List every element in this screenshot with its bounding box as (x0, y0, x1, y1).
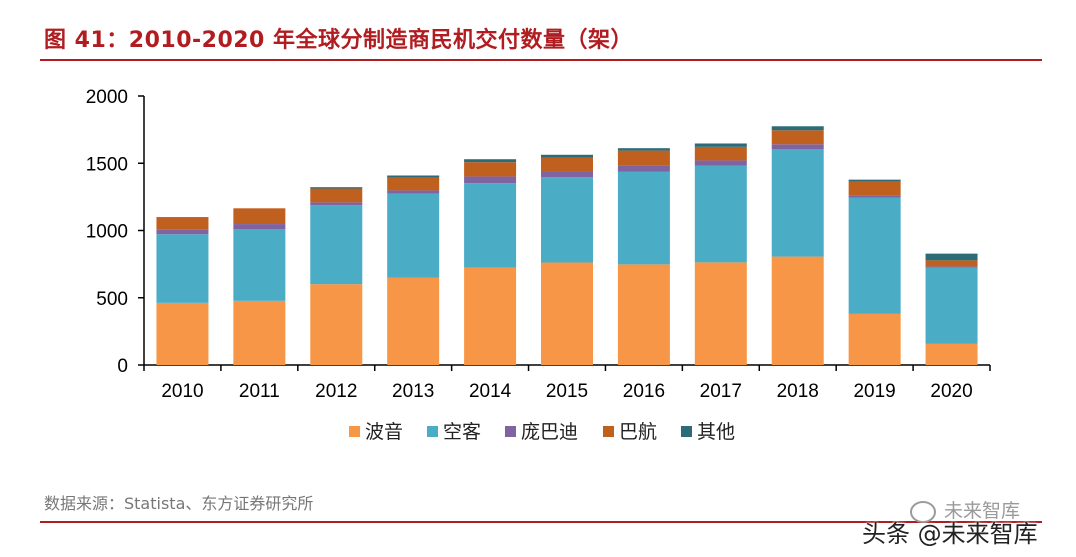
bar-segment (694, 160, 747, 166)
bar-segment (848, 181, 901, 196)
bottom-divider (40, 521, 1042, 523)
bar-segment (233, 224, 286, 230)
legend-swatch (681, 426, 692, 437)
title-divider (40, 59, 1042, 61)
legend-swatch (603, 426, 614, 437)
bar-segment (233, 300, 286, 365)
bar-segment (541, 177, 593, 263)
x-tick-label: 2010 (161, 381, 203, 402)
bar-segment (848, 195, 901, 198)
chart-title: 图 41：2010-2020 年全球分制造商民机交付数量（架） (44, 28, 634, 53)
bar-segment (464, 267, 517, 365)
bar-segment (617, 171, 670, 265)
bar-segment (925, 253, 978, 261)
bar-segment (464, 162, 517, 177)
watermark-bottom: 头条 @未来智库 (862, 520, 1038, 548)
legend-swatch (349, 426, 360, 437)
bar-segment (694, 146, 747, 161)
bar-segment (387, 190, 440, 194)
y-tick-label: 0 (117, 356, 128, 377)
legend-swatch (427, 426, 438, 437)
legend-label: 巴航 (619, 421, 657, 443)
bar-segment (541, 157, 593, 172)
bar-segment (310, 187, 363, 189)
bar-segment (694, 165, 747, 263)
bar-segment (233, 208, 286, 225)
x-tick-label: 2019 (853, 381, 895, 402)
bar-segment (925, 266, 978, 268)
legend-label: 其他 (697, 421, 735, 443)
watermark-top-text: 未来智库 (944, 500, 1021, 522)
bar-segment (541, 262, 593, 365)
x-tick-label: 2018 (777, 381, 819, 402)
bar-segment (310, 284, 363, 365)
bar-segment (387, 175, 440, 178)
x-tick-label: 2012 (315, 381, 357, 402)
bar-segment (771, 144, 824, 149)
bar-segment (156, 217, 209, 230)
bar-segment (233, 229, 286, 301)
legend-label: 庞巴迪 (521, 421, 578, 443)
watermark-top: 未来智库 (910, 496, 1020, 523)
bar-segment (464, 183, 517, 268)
y-tick-label: 1500 (86, 154, 128, 175)
bar-segment (694, 262, 747, 365)
bar-segment (156, 229, 209, 235)
bar-segment (771, 126, 824, 131)
bar-segment (464, 176, 517, 184)
bar-segment (694, 143, 747, 147)
y-tick-label: 2000 (86, 87, 128, 108)
legend-swatch (505, 426, 516, 437)
bar-segment (387, 177, 440, 191)
bar-segment (848, 179, 901, 182)
bar-segment (617, 148, 670, 151)
bar-segment (310, 188, 363, 203)
bar-segment (848, 197, 901, 314)
x-tick-label: 2011 (239, 381, 280, 402)
x-tick-label: 2020 (930, 381, 972, 402)
x-tick-label: 2013 (392, 381, 434, 402)
x-tick-label: 2016 (623, 381, 665, 402)
bar-segment (771, 148, 824, 257)
bar-segment (925, 267, 978, 344)
bar-segment (310, 205, 363, 285)
bar-segment (464, 159, 517, 163)
bar-segment (156, 302, 209, 365)
bar-segment (156, 234, 209, 303)
bar-segment (387, 193, 440, 278)
bar-segment (925, 343, 978, 365)
bar-segment (771, 130, 824, 145)
bar-segment (848, 313, 901, 365)
bar-segment (387, 277, 440, 365)
bar-segment (617, 150, 670, 166)
stacked-bar-chart: 0 500 1000 1500 2000 2010 2011 2012 2013 2014 2015… (86, 87, 991, 443)
bar-segment (617, 264, 670, 365)
y-tick-label: 1000 (86, 222, 128, 243)
legend-label: 波音 (365, 421, 403, 443)
bar-segment (541, 171, 593, 178)
x-tick-label: 2014 (469, 381, 512, 402)
bar-segment (617, 165, 670, 172)
bar-segment (771, 256, 824, 365)
legend-label: 空客 (443, 421, 481, 443)
x-tick-label: 2017 (700, 381, 742, 402)
x-tick-label: 2015 (546, 381, 588, 402)
bar-segment (310, 202, 363, 206)
wechat-icon (910, 500, 936, 523)
source-note: 数据来源：Statista、东方证券研究所 (44, 494, 314, 513)
bar-segment (925, 260, 978, 267)
bar-segment (541, 154, 593, 158)
y-tick-label: 500 (96, 289, 128, 310)
